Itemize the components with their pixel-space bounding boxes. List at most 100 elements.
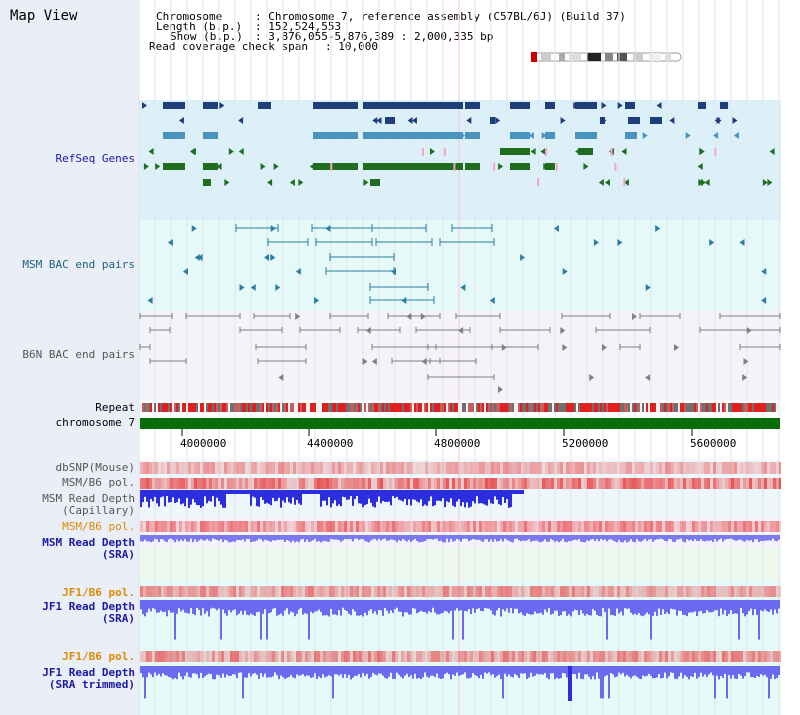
depth-bar: [494, 666, 496, 678]
depth-bar: [332, 490, 334, 504]
depth-bar: [416, 600, 418, 614]
repeat-segment: [354, 403, 356, 412]
track-label-refseq[interactable]: RefSeq Genes: [55, 152, 135, 165]
depth-bar: [172, 535, 174, 541]
heat-cell: [350, 651, 353, 662]
heat-cell: [377, 651, 380, 662]
heat-cell: [737, 521, 740, 532]
repeat-segment: [448, 403, 450, 412]
depth-bar: [758, 600, 760, 640]
depth-bar: [652, 666, 654, 679]
repeat-segment: [678, 403, 680, 412]
repeat-segment: [338, 403, 340, 412]
depth-bar: [598, 600, 600, 616]
repeat-segment: [630, 403, 632, 412]
heat-cell: [179, 462, 182, 474]
chromosome-ideogram[interactable]: [529, 52, 683, 62]
heat-cell: [371, 462, 374, 474]
depth-bar: [486, 600, 488, 609]
repeat-segment: [308, 403, 310, 412]
repeat-segment: [638, 403, 640, 412]
depth-bar: [236, 600, 238, 616]
gene-arrow: [407, 117, 413, 124]
repeat-segment: [400, 403, 402, 412]
heat-cell: [575, 651, 578, 662]
depth-bar: [480, 666, 482, 675]
heat-cell: [449, 462, 452, 474]
axis-label-5600000: 5600000: [690, 437, 737, 450]
depth-bar: [396, 600, 398, 608]
repeat-segment: [286, 403, 288, 412]
heat-cell: [383, 478, 386, 489]
heat-cell: [452, 521, 455, 532]
heat-cell: [305, 521, 308, 532]
depth-bar: [184, 490, 186, 507]
depth-bar: [342, 666, 344, 678]
heat-cell: [632, 462, 635, 474]
heat-cell: [455, 586, 458, 597]
depth-spike: [568, 666, 572, 701]
heat-cell: [341, 478, 344, 489]
heat-cell: [260, 478, 263, 489]
heat-cell: [590, 651, 593, 662]
heat-cell: [161, 478, 164, 489]
heat-cell: [743, 462, 746, 474]
heat-cell: [377, 462, 380, 474]
depth-bar: [570, 535, 572, 542]
depth-bar: [490, 600, 492, 611]
repeat-segment: [238, 403, 240, 412]
heat-cell: [518, 521, 521, 532]
depth-bar: [644, 535, 646, 539]
repeat-segment: [748, 403, 750, 412]
depth-bar: [538, 600, 540, 614]
depth-bar: [150, 600, 152, 612]
heat-cell: [392, 462, 395, 474]
heat-cell: [695, 462, 698, 474]
track-label-msm-bac[interactable]: MSM BAC end pairs: [22, 258, 135, 271]
depth-bar: [554, 666, 556, 680]
depth-bar: [486, 490, 488, 506]
msm-bac-track-area[interactable]: [139, 220, 781, 310]
repeat-segment: [508, 403, 510, 412]
gene-arrow: [295, 268, 301, 275]
depth-bar: [630, 666, 632, 679]
depth-bar: [352, 666, 354, 678]
depth-bar: [318, 600, 320, 610]
track-label-b6n-bac[interactable]: B6N BAC end pairs: [22, 348, 135, 361]
depth-bar: [726, 600, 728, 617]
depth-bar: [296, 600, 298, 614]
heat-cell: [524, 651, 527, 662]
depth-bar: [158, 600, 160, 613]
depth-bar: [568, 535, 570, 542]
depth-bar: [332, 535, 334, 540]
depth-bar: [672, 666, 674, 673]
heat-cell: [524, 462, 527, 474]
depth-bar: [526, 600, 528, 614]
heat-cell: [578, 478, 581, 489]
depth-bar: [752, 600, 754, 616]
depth-bar: [490, 535, 492, 540]
depth-bar: [392, 490, 394, 497]
depth-bar: [318, 490, 320, 494]
heat-cell: [632, 478, 635, 489]
depth-bar: [250, 490, 252, 506]
repeat-segment: [310, 403, 312, 412]
depth-bar: [624, 535, 626, 541]
b6n-bac-track-area[interactable]: [139, 310, 781, 400]
depth-bar: [742, 666, 744, 679]
depth-bar: [248, 490, 250, 494]
repeat-segment: [462, 403, 464, 412]
depth-bar: [332, 600, 334, 615]
depth-bar: [372, 600, 374, 614]
heat-cell: [584, 521, 587, 532]
depth-bar: [186, 490, 188, 498]
heat-cell: [545, 521, 548, 532]
depth-bar: [180, 535, 182, 540]
heat-cell: [515, 478, 518, 489]
heat-cell: [665, 521, 668, 532]
heat-cell: [683, 651, 686, 662]
depth-bar: [314, 490, 316, 494]
repeat-segment: [350, 403, 352, 412]
heat-cell: [608, 478, 611, 489]
